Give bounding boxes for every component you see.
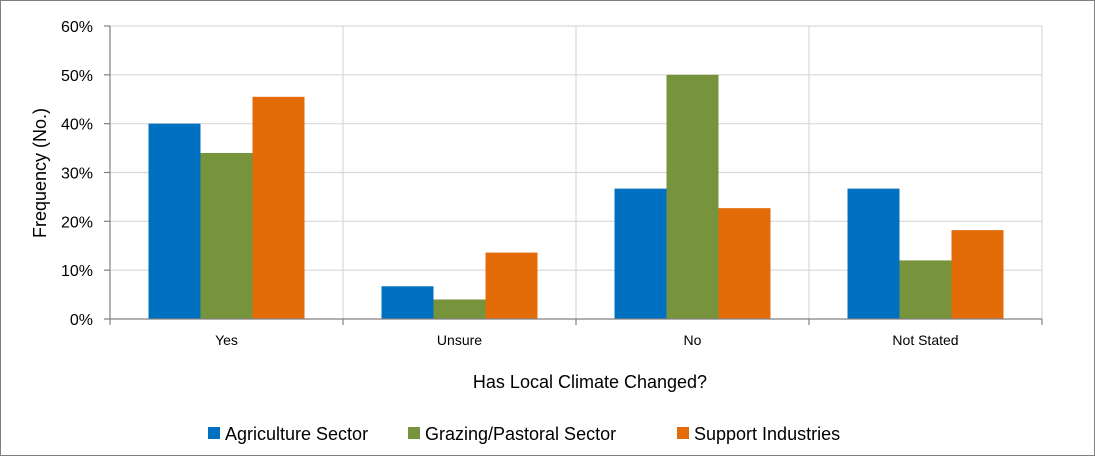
bars [148,74,1004,320]
bar-grazing-pastoral-sector-not-stated [899,260,952,319]
bar-support-industries-no [718,208,771,319]
y-tick-label: 50% [61,68,93,85]
bar-grazing-pastoral-sector-unsure [433,299,486,319]
y-tick-label: 20% [61,214,93,231]
x-tick-label: No [684,332,702,348]
x-tick-label: Not Stated [892,332,958,348]
bar-grazing-pastoral-sector-yes [200,152,253,319]
x-tick-label: Yes [215,332,238,348]
legend-label: Agriculture Sector [225,424,368,444]
x-tick-label: Unsure [437,332,482,348]
bar-grazing-pastoral-sector-no [666,74,719,319]
y-tick-label: 60% [61,19,93,36]
bar-support-industries-yes [252,96,305,319]
y-axis-title: Frequency (No.) [30,108,50,238]
bar-agriculture-sector-unsure [381,286,434,319]
legend-swatch [208,427,220,439]
bar-support-industries-not-stated [951,230,1004,319]
legend: Agriculture Sector Grazing/Pastoral Secto… [208,424,840,444]
y-tick-label: 10% [61,263,93,280]
y-tick-label: 40% [61,117,93,134]
legend-swatch [677,427,689,439]
legend-swatch [408,427,420,439]
x-tick-labels: Yes Unsure No Not Stated [215,332,959,348]
bar-agriculture-sector-no [614,188,667,319]
bar-agriculture-sector-yes [148,123,201,320]
legend-label: Support Industries [694,424,840,444]
y-tick-label: 0% [70,312,93,329]
bar-support-industries-unsure [485,252,538,319]
y-tick-label: 30% [61,166,93,183]
axes [104,25,1043,325]
legend-label: Grazing/Pastoral Sector [425,424,616,444]
y-tick-labels: 0% 10% 20% 30% 40% 50% 60% [61,19,93,329]
bar-agriculture-sector-not-stated [847,188,900,319]
x-axis-title: Has Local Climate Changed? [473,372,707,392]
